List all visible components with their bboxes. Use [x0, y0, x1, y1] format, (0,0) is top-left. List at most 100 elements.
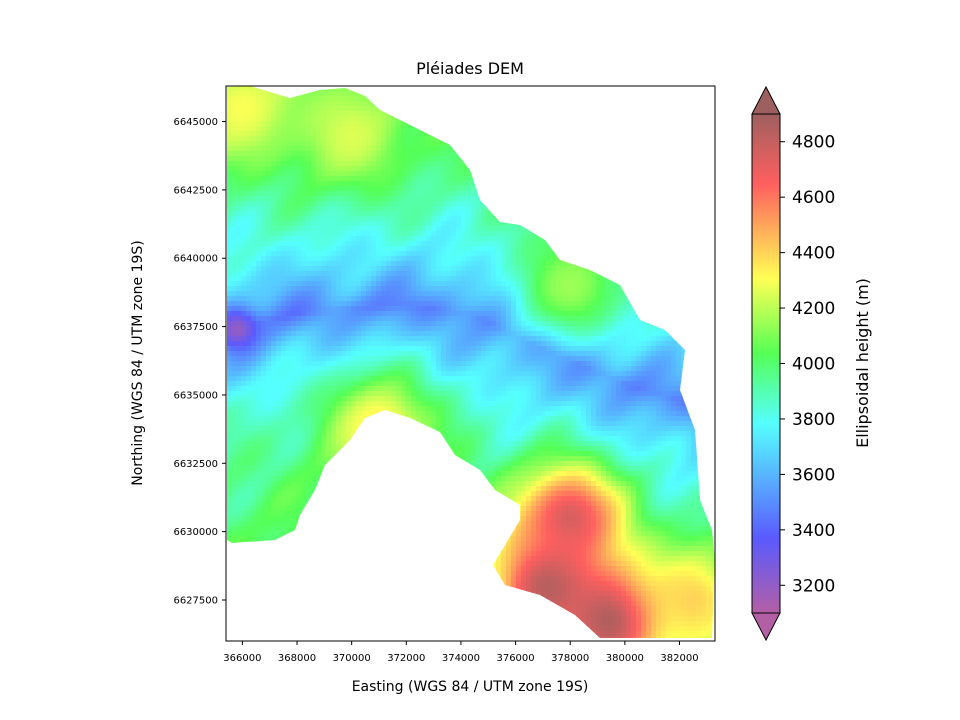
dem-cell — [296, 126, 302, 132]
dem-cell — [616, 326, 622, 332]
dem-cell — [531, 216, 537, 222]
dem-cell — [331, 176, 337, 182]
dem-cell — [706, 271, 712, 277]
dem-cell — [276, 331, 282, 337]
dem-cell — [581, 301, 587, 307]
dem-cell — [471, 146, 477, 152]
dem-cell — [236, 146, 242, 152]
dem-cell — [556, 171, 562, 177]
dem-cell — [516, 221, 522, 227]
dem-cell — [701, 126, 707, 132]
dem-cell — [501, 196, 507, 202]
dem-cell — [666, 136, 672, 142]
dem-cell — [286, 131, 292, 137]
dem-cell — [641, 141, 647, 147]
dem-cell — [401, 186, 407, 192]
dem-cell — [641, 326, 647, 332]
dem-cell — [571, 331, 577, 337]
dem-cell — [231, 326, 237, 332]
dem-cell — [596, 151, 602, 157]
dem-cell — [571, 236, 577, 242]
dem-cell — [286, 116, 292, 122]
dem-cell — [396, 236, 402, 242]
dem-cell — [341, 236, 347, 242]
dem-cell — [341, 186, 347, 192]
dem-cell — [396, 96, 402, 102]
dem-cell — [401, 221, 407, 227]
dem-cell — [571, 161, 577, 167]
dem-cell — [426, 166, 432, 172]
dem-cell — [636, 276, 642, 282]
dem-cell — [561, 151, 567, 157]
dem-cell — [416, 241, 422, 247]
dem-cell — [496, 286, 502, 292]
dem-cell — [581, 111, 587, 117]
dem-cell — [571, 116, 577, 122]
dem-cell — [386, 136, 392, 142]
dem-cell — [481, 326, 487, 332]
dem-cell — [696, 246, 702, 252]
dem-cell — [411, 176, 417, 182]
dem-cell — [581, 91, 587, 97]
dem-cell — [611, 146, 617, 152]
dem-cell — [481, 321, 487, 327]
dem-cell — [651, 336, 657, 342]
dem-cell — [276, 281, 282, 287]
dem-cell — [541, 101, 547, 107]
dem-cell — [461, 286, 467, 292]
dem-cell — [251, 161, 257, 167]
dem-cell — [691, 271, 697, 277]
dem-cell — [261, 306, 267, 312]
dem-cell — [227, 191, 232, 197]
dem-cell — [331, 216, 337, 222]
dem-cell — [271, 101, 277, 107]
dem-cell — [521, 146, 527, 152]
dem-cell — [401, 151, 407, 157]
dem-cell — [301, 311, 307, 317]
dem-cell — [286, 306, 292, 312]
dem-cell — [421, 151, 427, 157]
dem-cell — [506, 231, 512, 237]
dem-cell — [506, 116, 512, 122]
dem-cell — [521, 286, 527, 292]
dem-cell — [561, 296, 567, 302]
dem-cell — [656, 211, 662, 217]
dem-cell — [461, 101, 467, 107]
dem-cell — [671, 96, 677, 102]
dem-cell — [656, 256, 662, 262]
dem-cell — [601, 181, 607, 187]
dem-cell — [706, 246, 712, 252]
dem-cell — [491, 231, 497, 237]
dem-cell — [336, 126, 342, 132]
dem-cell — [251, 206, 257, 212]
dem-cell — [571, 286, 577, 292]
dem-cell — [651, 331, 657, 337]
dem-cell — [521, 91, 527, 97]
dem-cell — [301, 146, 307, 152]
dem-cell — [391, 96, 397, 102]
dem-cell — [281, 151, 287, 157]
dem-cell — [606, 171, 612, 177]
dem-cell — [676, 296, 682, 302]
dem-cell — [351, 266, 357, 272]
dem-cell — [676, 141, 682, 147]
dem-cell — [231, 136, 237, 142]
dem-cell — [531, 161, 537, 167]
dem-cell — [636, 186, 642, 192]
dem-cell — [641, 161, 647, 167]
dem-cell — [466, 226, 472, 232]
dem-cell — [386, 261, 392, 267]
dem-cell — [291, 181, 297, 187]
dem-cell — [681, 301, 687, 307]
dem-cell — [326, 156, 332, 162]
dem-cell — [441, 111, 447, 117]
dem-cell — [371, 141, 377, 147]
dem-cell — [651, 221, 657, 227]
dem-cell — [506, 316, 512, 322]
dem-cell — [516, 231, 522, 237]
dem-cell — [526, 86, 532, 92]
dem-cell — [536, 306, 542, 312]
dem-cell — [286, 301, 292, 307]
dem-cell — [316, 301, 322, 307]
dem-cell — [671, 121, 677, 127]
